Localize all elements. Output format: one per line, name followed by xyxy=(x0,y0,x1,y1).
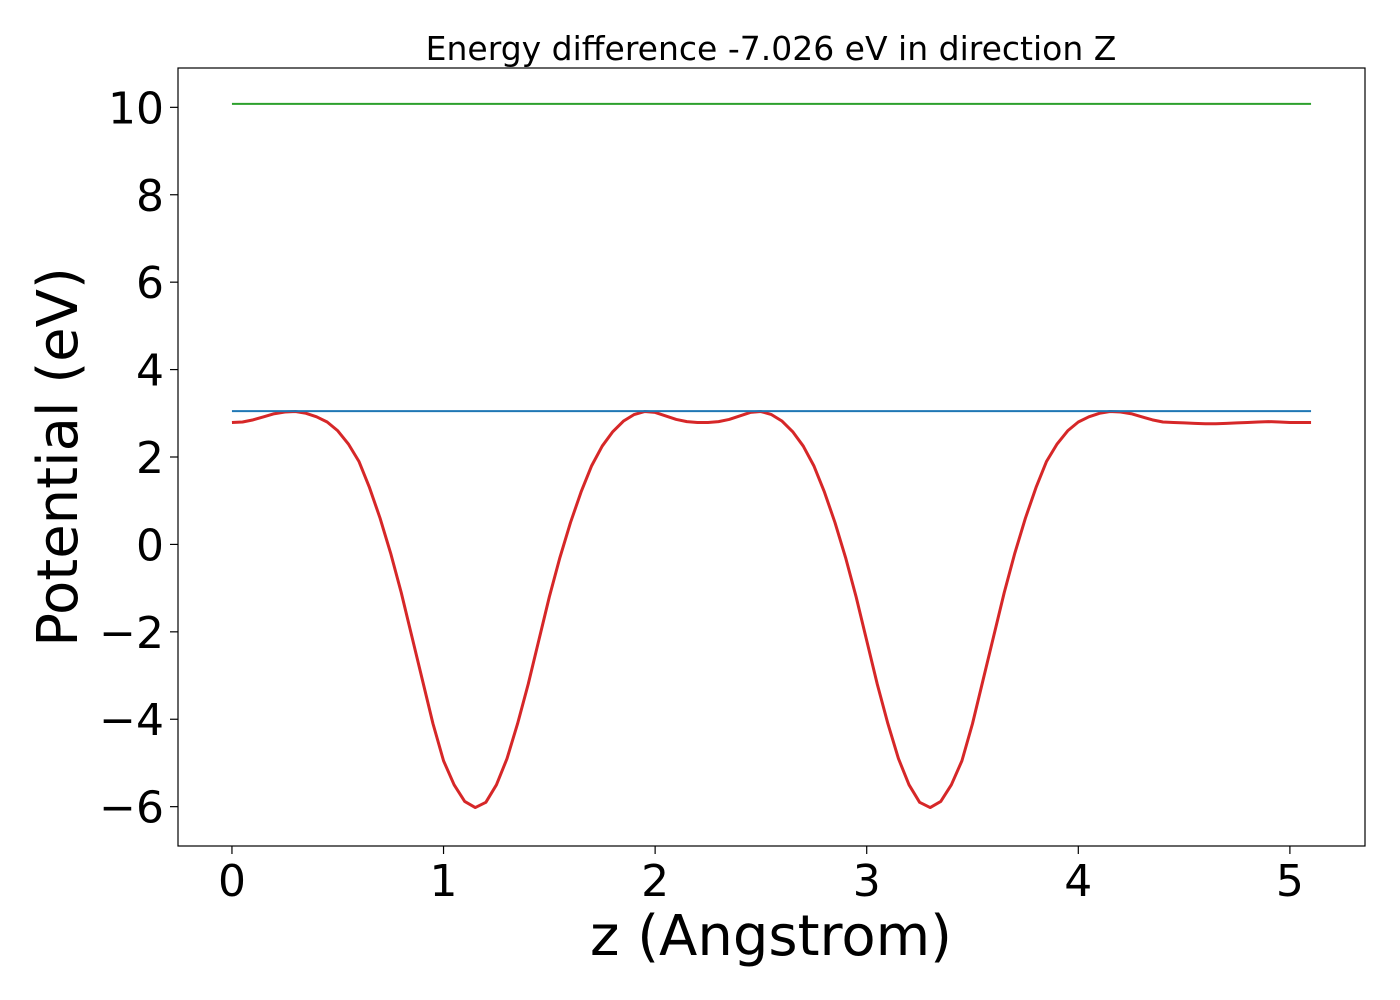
x-tick-label: 5 xyxy=(1276,856,1304,907)
chart-title: Energy difference -7.026 eV in direction… xyxy=(426,29,1117,68)
potential-curve xyxy=(231,410,1312,810)
x-tick-label: 0 xyxy=(218,856,246,907)
y-tick-label: 8 xyxy=(136,171,164,222)
y-tick-label: 10 xyxy=(108,83,164,134)
x-axis-ticks: 0 1 2 3 4 5 xyxy=(218,846,1304,907)
y-tick-label: −2 xyxy=(99,608,164,659)
y-axis-ticks: −6 −4 −2 0 2 4 6 8 10 xyxy=(99,83,178,834)
x-tick-label: 1 xyxy=(430,856,458,907)
y-axis-label: Potential (eV) xyxy=(26,267,91,647)
series-layer xyxy=(231,102,1312,810)
x-tick-label: 3 xyxy=(853,856,881,907)
y-tick-label: 6 xyxy=(136,258,164,309)
y-tick-label: 2 xyxy=(136,433,164,484)
y-tick-label: 4 xyxy=(136,346,164,397)
x-tick-label: 2 xyxy=(641,856,669,907)
x-axis-label: z (Angstrom) xyxy=(590,904,952,969)
y-tick-label: −4 xyxy=(99,695,164,746)
y-tick-label: 0 xyxy=(136,520,164,571)
y-tick-label: −6 xyxy=(99,783,164,834)
x-tick-label: 4 xyxy=(1064,856,1092,907)
